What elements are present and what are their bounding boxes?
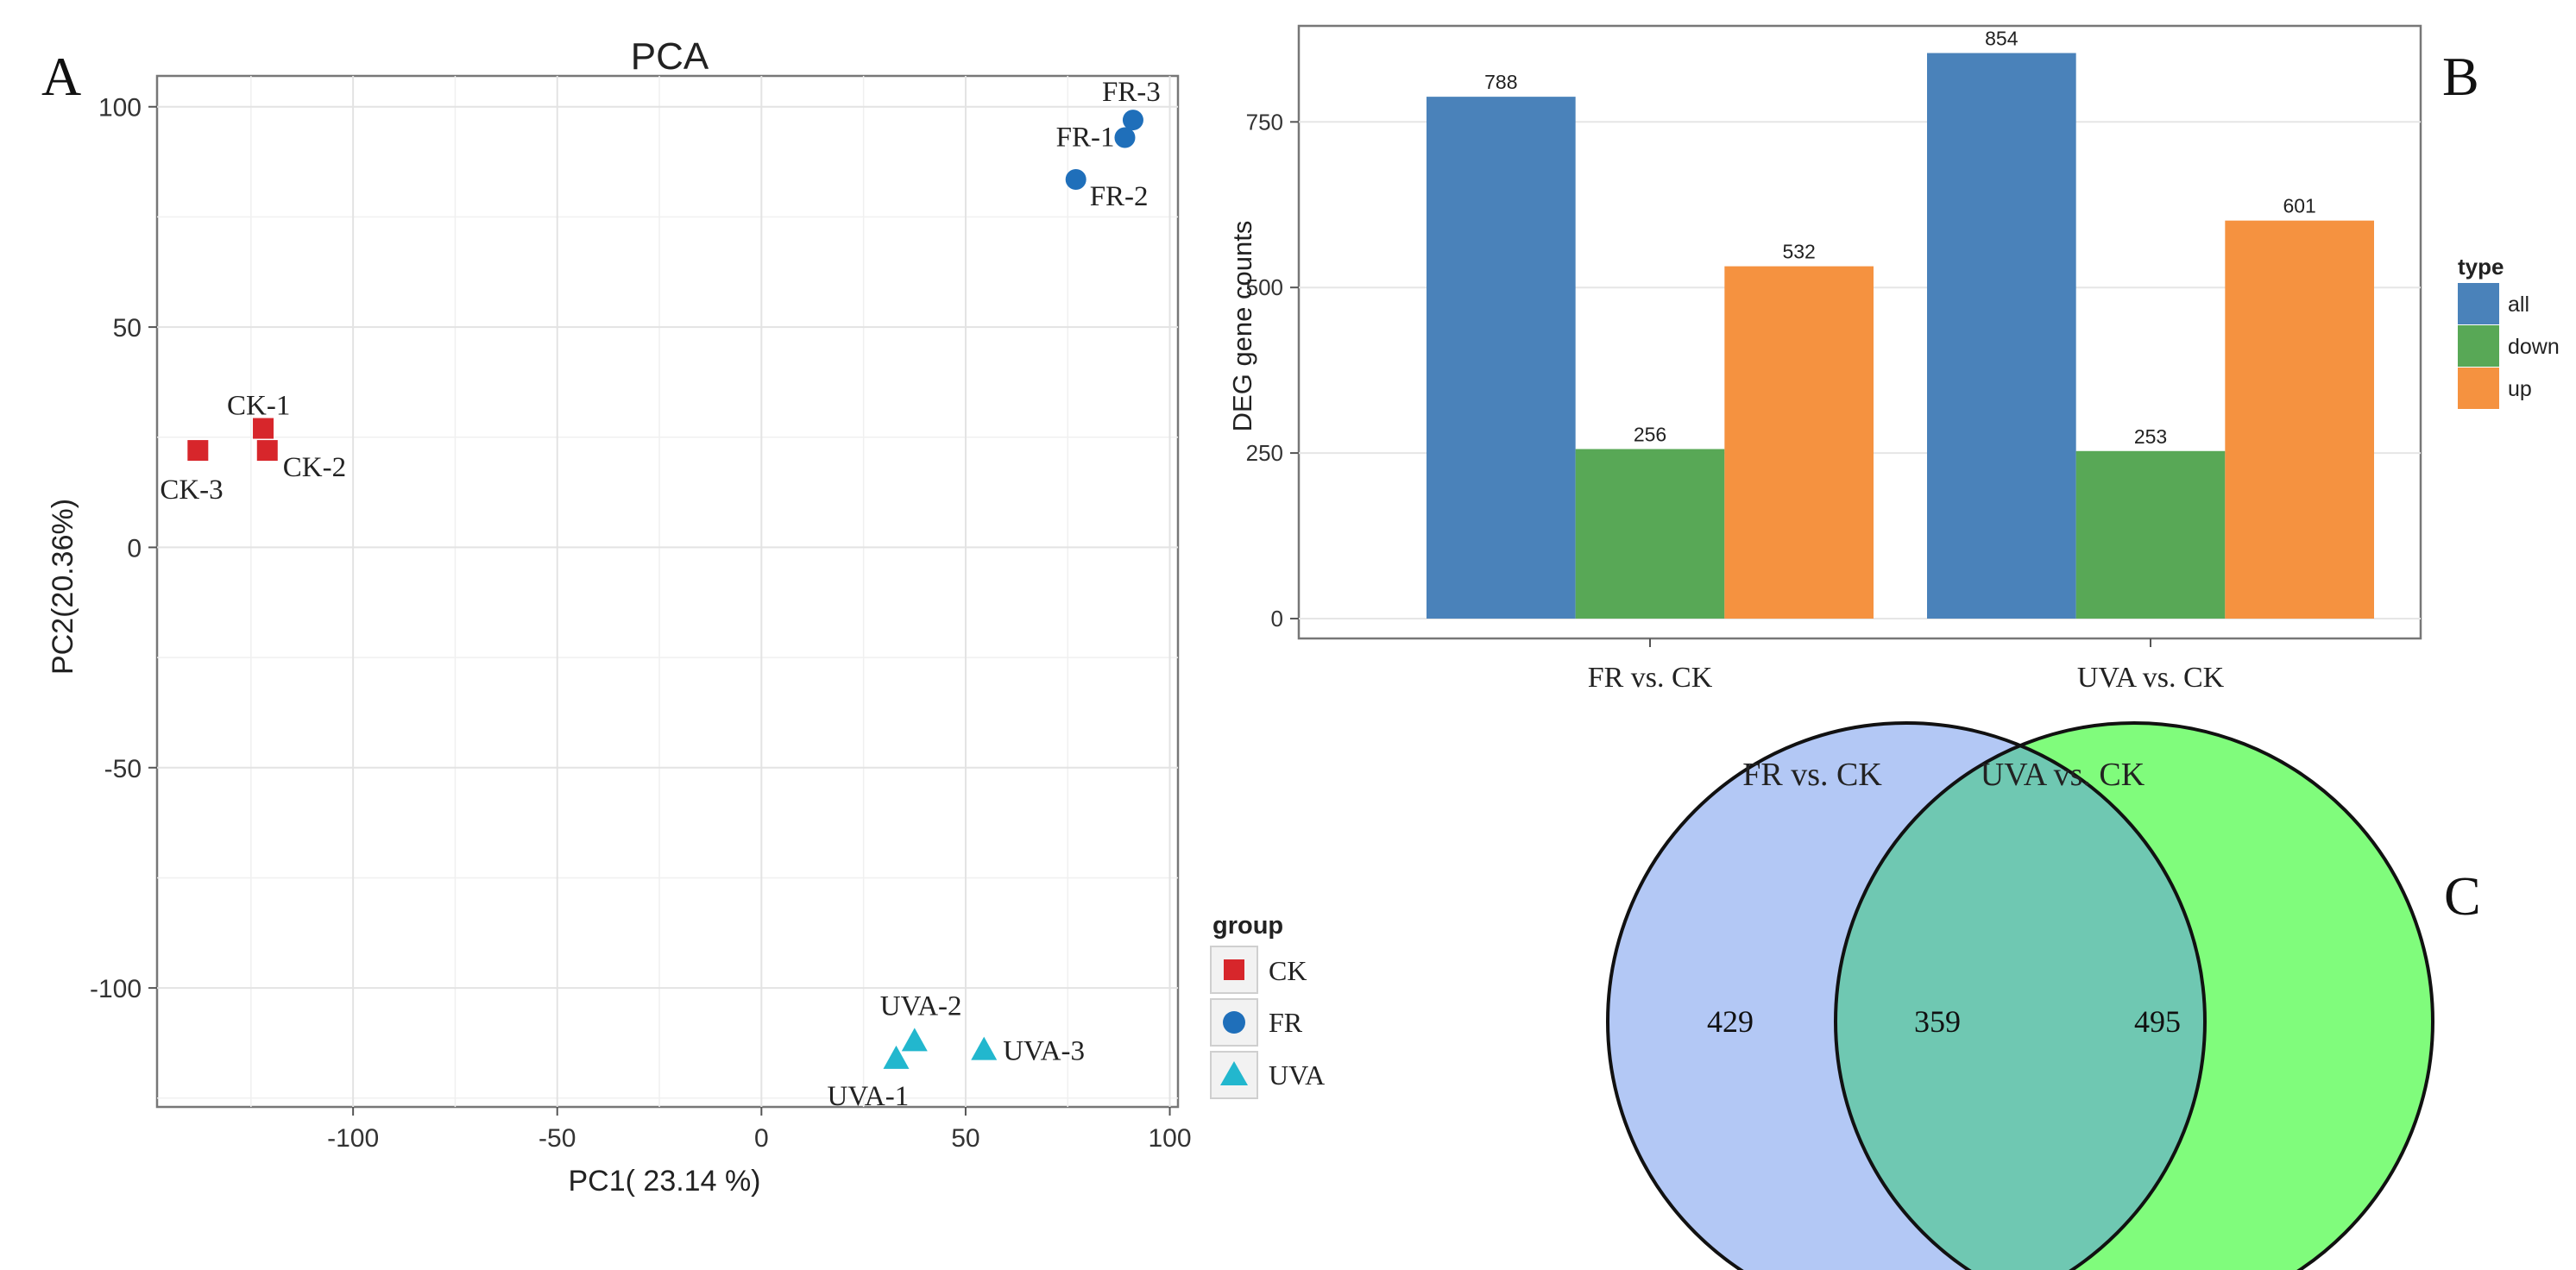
- legend-down-label: down: [2508, 335, 2560, 359]
- venn-panel: FR vs. CK UVA vs. CK 429 359 495: [1606, 721, 2434, 1270]
- venn-left-only-count: 429: [1707, 1004, 1754, 1039]
- venn-right-only-count: 495: [2134, 1004, 2181, 1039]
- pca-x-tick-label: -100: [327, 1124, 379, 1153]
- pca-point-ck-1: [253, 418, 274, 439]
- bar-bars: 788 256 532 854 253 601: [1427, 27, 2374, 619]
- legend-uva-triangle-marker: [1220, 1061, 1248, 1085]
- pca-plot-frame: [155, 74, 1180, 1109]
- pca-point-uva-1-label: UVA-1: [827, 1081, 909, 1112]
- venn-intersection-count: 359: [1914, 1004, 1961, 1039]
- pca-point-fr-2: [1065, 169, 1086, 191]
- pca-point-ck-2-label: CK-2: [283, 452, 346, 483]
- bar-y-axis-label: DEG gene counts: [1227, 221, 1257, 432]
- bar-legend: type all down up: [2458, 254, 2560, 409]
- bar-up-uva: [2225, 220, 2374, 619]
- venn-left-outline: [1606, 721, 2207, 1270]
- panel-label-c: C: [2444, 865, 2481, 927]
- pca-legend-title: group: [1212, 912, 1283, 940]
- legend-ck-square-marker: [1224, 959, 1244, 980]
- legend-down-swatch: [2458, 325, 2499, 367]
- venn-left-set-label: FR vs. CK: [1742, 757, 1882, 793]
- panel-label-a: A: [41, 46, 81, 107]
- pca-x-tick-label: 100: [1149, 1124, 1192, 1153]
- bar-down-uva: [2075, 450, 2226, 619]
- pca-y-tick-label: 100: [98, 94, 142, 123]
- panel-label-b: B: [2442, 46, 2479, 107]
- pca-points: CK-1 CK-2 CK-3 FR-1 FR-2 FR-3 UVA-1 UVA-2 UVA-3: [160, 77, 1160, 1112]
- venn-right-set-label: UVA vs. CK: [1981, 757, 2145, 793]
- pca-point-fr-1-label: FR-1: [1056, 122, 1115, 153]
- legend-all-label: all: [2508, 292, 2529, 317]
- bar-all-fr: [1427, 97, 1576, 619]
- legend-up-swatch: [2458, 368, 2499, 409]
- pca-y-ticks: -100 -50 0 50 100: [90, 94, 157, 1003]
- bar-all-uva: [1927, 53, 2076, 619]
- pca-point-ck-2: [256, 440, 278, 462]
- pca-y-tick-label: 50: [113, 314, 142, 343]
- legend-uva-label: UVA: [1269, 1059, 1325, 1091]
- bar-y-tick-label: 0: [1271, 606, 1283, 632]
- bar-up-fr: [1724, 266, 1874, 619]
- pca-point-uva-2: [901, 1028, 928, 1052]
- pca-point-ck-3-label: CK-3: [160, 475, 223, 506]
- legend-fr-circle-marker: [1223, 1011, 1245, 1034]
- pca-point-fr-3-label: FR-3: [1102, 77, 1161, 108]
- pca-y-axis-label: PC2(20.36%): [47, 499, 79, 675]
- bar-legend-title: type: [2458, 254, 2504, 280]
- pca-y-tick-label: -100: [90, 975, 142, 1003]
- venn-right-outline: [1834, 721, 2434, 1270]
- bar-y-tick-label: 500: [1246, 274, 1283, 300]
- pca-gridlines: [157, 76, 1178, 1107]
- bar-value-label: 253: [2134, 425, 2167, 448]
- pca-x-tick-label: 50: [951, 1124, 979, 1153]
- pca-point-fr-3: [1122, 110, 1143, 131]
- legend-all-swatch: [2458, 283, 2499, 324]
- bar-x-tick-label: UVA vs. CK: [2077, 662, 2225, 694]
- pca-point-uva-1: [883, 1045, 910, 1069]
- pca-legend: group CK FR UVA: [1210, 912, 1325, 1099]
- pca-x-tick-label: 0: [754, 1124, 769, 1153]
- pca-title: PCA: [631, 35, 709, 78]
- pca-point-fr-1: [1114, 127, 1136, 148]
- bar-x-tick-label: FR vs. CK: [1588, 662, 1713, 694]
- bar-value-label: 788: [1484, 71, 1517, 93]
- pca-y-tick-label: 0: [127, 534, 142, 563]
- bar-x-ticks: FR vs. CK UVA vs. CK: [1588, 638, 2225, 694]
- pca-y-tick-label: -50: [104, 755, 142, 783]
- pca-panel: -100 -50 0 50 100 -100 -50 0 50 100 CK-1 CK-2 CK-3…: [47, 35, 1325, 1198]
- bar-value-label: 532: [1782, 241, 1815, 263]
- bar-value-label: 601: [2283, 195, 2315, 217]
- pca-point-ck-1-label: CK-1: [227, 391, 290, 422]
- legend-ck-label: CK: [1269, 955, 1307, 986]
- pca-point-uva-3-label: UVA-3: [1003, 1036, 1085, 1067]
- bar-y-tick-label: 750: [1246, 109, 1283, 135]
- pca-point-ck-3: [187, 440, 209, 462]
- bar-value-label: 854: [1985, 27, 2019, 49]
- bar-y-tick-label: 250: [1246, 440, 1283, 466]
- venn-intersection: [1836, 723, 2205, 1270]
- pca-point-uva-3: [971, 1036, 998, 1060]
- bar-panel: 0 250 500 750 788 256 532 854 253 601 FR vs. CK U…: [1227, 24, 2560, 694]
- pca-point-fr-2-label: FR-2: [1090, 181, 1149, 212]
- bar-value-label: 256: [1634, 423, 1666, 445]
- pca-x-tick-label: -50: [539, 1124, 576, 1153]
- bar-y-ticks: 0 250 500 750: [1246, 109, 1299, 632]
- pca-x-ticks: -100 -50 0 50 100: [327, 1107, 1192, 1153]
- legend-up-label: up: [2508, 377, 2532, 401]
- legend-fr-label: FR: [1269, 1007, 1303, 1038]
- bar-down-fr: [1575, 449, 1725, 619]
- pca-point-uva-2-label: UVA-2: [880, 990, 962, 1022]
- pca-x-axis-label: PC1( 23.14 %): [569, 1165, 761, 1198]
